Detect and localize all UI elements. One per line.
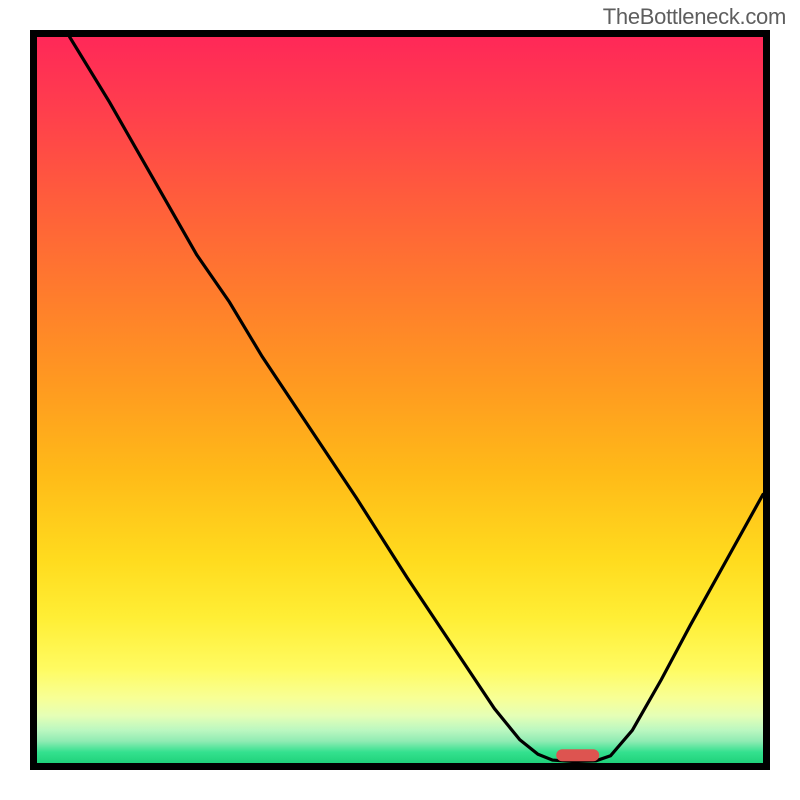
optimal-marker: [556, 749, 600, 761]
curve-path: [70, 37, 763, 762]
plot-area: [30, 30, 770, 770]
bottleneck-curve: [37, 37, 763, 763]
watermark: TheBottleneck.com: [603, 4, 786, 30]
